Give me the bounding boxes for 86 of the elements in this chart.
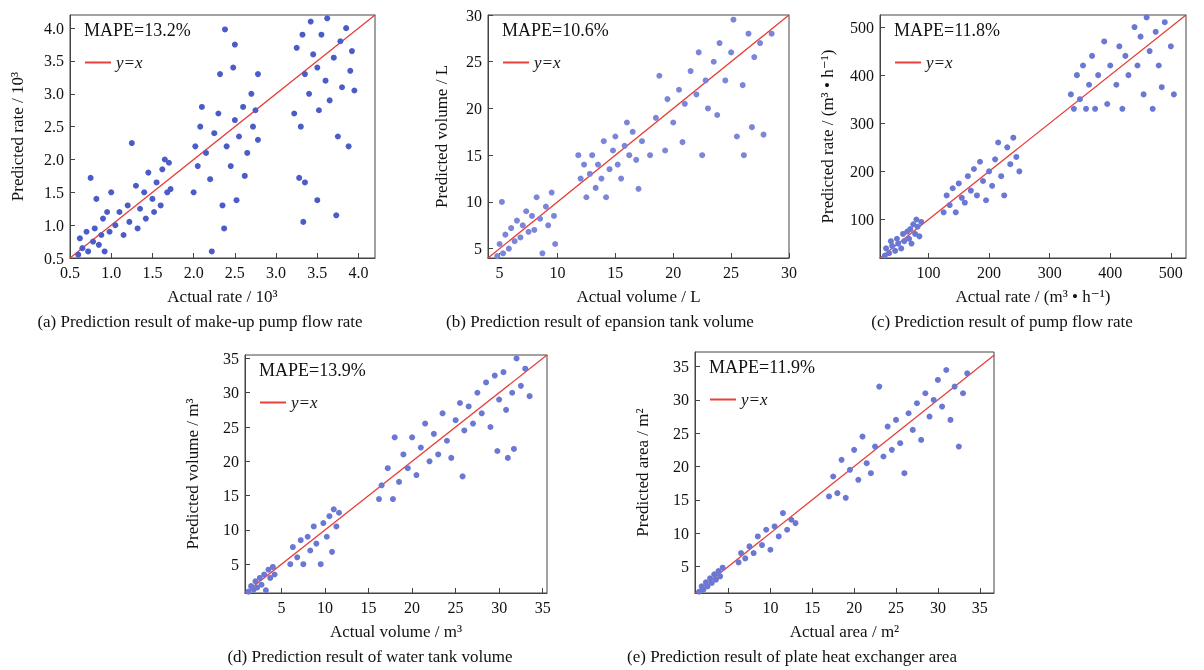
text: (c) Prediction result of pump flow rate <box>871 312 1133 331</box>
x-tick-label: 500 <box>1158 263 1183 281</box>
x-tick-label: 15 <box>804 598 821 616</box>
x-tick-label: 4.0 <box>348 263 369 281</box>
y-tick-label: 10 <box>673 524 689 542</box>
x-tick-label: 10 <box>762 598 779 616</box>
x-tick-label: 2.0 <box>183 263 204 281</box>
y-tick-label: 30 <box>466 6 482 24</box>
y-tick-label: 2.0 <box>44 150 64 168</box>
x-tick-label: 30 <box>491 598 508 616</box>
y-tick-label: 25 <box>466 53 482 71</box>
x-tick-label: 35 <box>534 598 551 616</box>
x-tick-label: 20 <box>404 598 421 616</box>
x-tick-label: 1.0 <box>101 263 122 281</box>
x-tick-label: 25 <box>723 263 740 281</box>
y-axis-title: Predicted rate / 10³ <box>8 71 27 202</box>
y-tick-label: 35 <box>223 349 239 367</box>
x-tick-label: 200 <box>977 263 1002 281</box>
y-tick-label: 25 <box>673 424 689 442</box>
x-axis-title: Actual area / m² <box>789 622 900 641</box>
y-tick-label: 20 <box>673 458 689 476</box>
annotation: MAPE=13.9% <box>259 360 366 380</box>
y-tick-label: 300 <box>850 114 874 132</box>
y-tick-label: 20 <box>223 452 239 470</box>
y-tick-label: 100 <box>850 211 874 229</box>
y-tick-label: 5 <box>474 240 482 258</box>
x-tick-label: 30 <box>781 263 797 281</box>
annotation: MAPE=11.9% <box>709 357 815 377</box>
x-tick-label: 15 <box>360 598 377 616</box>
y-axis-title: Predicted volume / m³ <box>183 398 202 550</box>
y-tick-label: 15 <box>223 487 239 505</box>
x-tick-label: 25 <box>888 598 905 616</box>
y-tick-label: 400 <box>850 66 874 84</box>
y-tick-label: 1.0 <box>44 216 64 234</box>
x-axis-title: Actual volume / m³ <box>329 622 463 641</box>
y-tick-label: 1.5 <box>44 183 64 201</box>
text: (e) Prediction result of plate heat exchanger area <box>627 647 958 666</box>
annotation: MAPE=10.6% <box>502 20 609 40</box>
annotation: MAPE=11.8% <box>894 20 1000 40</box>
x-axis-title: Actual rate / (m³ • h⁻¹) <box>955 287 1111 306</box>
x-tick-label: 3.0 <box>266 263 287 281</box>
x-tick-label: 10 <box>317 598 334 616</box>
legend-label: y=x <box>289 393 319 412</box>
x-axis-title: Actual rate / 10³ <box>167 287 278 306</box>
x-tick-label: 5 <box>495 263 504 281</box>
text: (b) Prediction result of epansion tank volume <box>446 312 754 331</box>
x-tick-label: 3.5 <box>307 263 328 281</box>
y-tick-label: 3.5 <box>44 52 64 70</box>
y-tick-label: 20 <box>466 99 482 117</box>
y-tick-label: 200 <box>850 162 874 180</box>
x-tick-label: 15 <box>607 263 624 281</box>
x-tick-label: 1.5 <box>142 263 163 281</box>
text: (a) Prediction result of make-up pump flow rate <box>37 312 363 331</box>
x-tick-label: 30 <box>929 598 946 616</box>
x-tick-label: 35 <box>971 598 988 616</box>
text: (d) Prediction result of water tank volume <box>227 647 513 666</box>
x-axis-title: Actual volume / L <box>576 287 701 306</box>
y-tick-label: 2.5 <box>44 118 64 136</box>
y-tick-label: 35 <box>673 358 689 376</box>
y-tick-label: 3.0 <box>44 85 64 103</box>
x-tick-label: 25 <box>447 598 464 616</box>
legend-label: y=x <box>532 53 562 72</box>
y-tick-label: 25 <box>223 418 239 436</box>
y-axis-title: Predicted volume / L <box>432 64 451 209</box>
y-tick-label: 30 <box>673 391 689 409</box>
annotation: MAPE=13.2% <box>84 20 191 40</box>
y-axis-title: Predicted rate / (m³ • h⁻¹) <box>818 49 837 224</box>
legend-label: y=x <box>924 53 954 72</box>
x-tick-label: 5 <box>277 598 286 616</box>
y-tick-label: 10 <box>223 521 239 539</box>
legend-label: y=x <box>114 53 144 72</box>
y-axis-title: Predicted area / m² <box>633 408 652 537</box>
y-tick-label: 30 <box>223 384 239 402</box>
y-tick-label: 15 <box>466 146 482 164</box>
y-tick-label: 10 <box>466 193 482 211</box>
y-tick-label: 15 <box>673 491 689 509</box>
x-tick-label: 10 <box>549 263 566 281</box>
x-tick-label: 300 <box>1037 263 1062 281</box>
y-tick-label: 5 <box>231 555 239 573</box>
legend-label: y=x <box>739 390 769 409</box>
x-tick-label: 400 <box>1098 263 1123 281</box>
x-tick-label: 100 <box>916 263 941 281</box>
y-tick-label: 4.0 <box>44 19 64 37</box>
x-tick-label: 5 <box>724 598 733 616</box>
y-tick-label: 5 <box>681 557 689 575</box>
y-tick-label: 500 <box>850 18 874 36</box>
